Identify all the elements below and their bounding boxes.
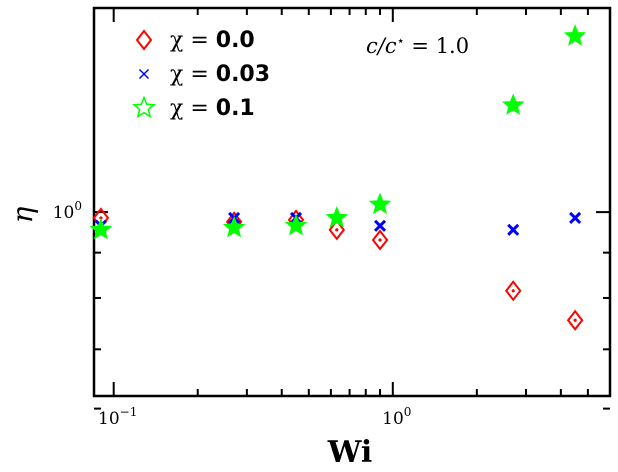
data-point-diamond-dot-dot [573,318,577,322]
x-axis-label: Wi [327,435,373,470]
concentration-annotation: c/c⋆ = 1.0 [366,34,469,58]
legend-label: χ = 0.0 [170,28,255,53]
data-point-diamond-dot-dot [511,289,515,293]
data-point-star [325,206,349,228]
x-tick-label: 100 [382,405,411,429]
data-point-diamond-dot [566,309,584,331]
data-point-diamond-dot-dot [99,216,103,220]
data-point-star [368,192,392,215]
data-point-diamond-dot-dot [335,228,339,232]
data-point-diamond-dot [328,219,346,241]
annotation-suffix: = 1.0 [405,34,469,58]
annotation-sup: ⋆ [397,34,405,49]
legend-marker-star [132,95,156,119]
data-point-cross [569,211,582,224]
annotation-prefix: c/c [366,34,397,58]
data-point-star [563,24,587,46]
data-points [89,24,587,331]
data-point-cross [507,223,520,236]
y-axis-label: η [6,206,39,223]
plot-area [92,6,612,398]
plot-frame [92,6,612,398]
x-tick-label: 10−1 [98,405,137,429]
data-point-diamond-dot [504,280,522,302]
data-point-diamond-dot-dot [378,238,382,242]
legend: χ = 0.0 χ = 0.03 χ = 0.1 [132,28,270,121]
tick-labels: 10−1 100 100 [53,199,412,429]
data-point-star [501,93,525,115]
legend-label: χ = 0.1 [170,96,255,121]
data-point-cross [373,219,387,232]
data-point-star [89,217,113,240]
legend-label: χ = 0.03 [170,62,270,87]
legend-marker-cross [138,68,150,80]
data-point-diamond-dot [371,229,389,251]
axis-ticks [94,8,611,410]
legend-marker-diamond-dot [135,29,153,51]
data-point-star [222,215,246,238]
y-tick-label: 100 [53,199,82,223]
data-point-star [284,213,308,236]
